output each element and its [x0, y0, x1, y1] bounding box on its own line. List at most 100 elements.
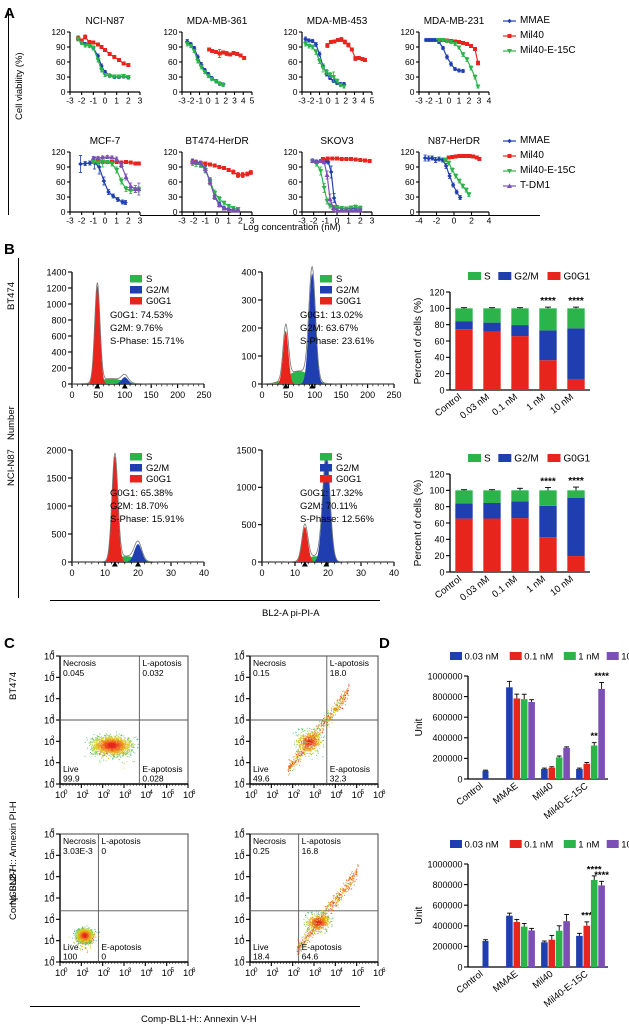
svg-text:30: 30	[56, 192, 66, 202]
svg-text:30: 30	[356, 568, 366, 578]
svg-text:3: 3	[128, 789, 132, 796]
svg-text:G2/M: G2/M	[514, 272, 538, 283]
panel-d-bar-chart-1: 0.03 nM0.1 nM1 nM10 nM100000080000060000…	[410, 650, 629, 830]
svg-text:G0G1: G0G1	[336, 474, 361, 485]
svg-text:G2/M: G2/M	[336, 285, 359, 296]
svg-text:18.0: 18.0	[330, 668, 347, 678]
panel-a-legend-item-mmae: MMAE	[503, 133, 576, 148]
svg-text:10: 10	[352, 790, 363, 801]
svg-text:10: 10	[234, 716, 245, 727]
svg-text:3: 3	[51, 892, 55, 899]
svg-text:600: 600	[51, 331, 66, 341]
svg-text:0: 0	[69, 390, 74, 400]
svg-text:S-Phase: 12.56%: S-Phase: 12.56%	[300, 514, 374, 525]
svg-text:1 nM: 1 nM	[524, 574, 547, 596]
svg-text:3: 3	[318, 789, 322, 796]
svg-text:2: 2	[343, 96, 348, 106]
svg-text:0: 0	[259, 390, 264, 400]
svg-text:-3: -3	[66, 96, 74, 106]
svg-text:0: 0	[61, 87, 66, 97]
svg-text:G0G1: G0G1	[564, 454, 591, 465]
svg-text:80: 80	[434, 502, 444, 512]
svg-text:10: 10	[183, 968, 194, 979]
svg-text:30: 30	[288, 192, 298, 202]
svg-text:Live: Live	[63, 764, 79, 774]
panel-c-xaxis-rule	[30, 1006, 360, 1007]
panel-a-left-rule	[8, 10, 9, 215]
svg-text:1: 1	[241, 756, 245, 763]
svg-text:1: 1	[114, 216, 119, 226]
svg-text:3: 3	[138, 96, 143, 106]
svg-text:1: 1	[215, 96, 220, 106]
svg-text:0: 0	[254, 789, 258, 796]
svg-text:6: 6	[51, 828, 55, 835]
svg-text:2: 2	[241, 735, 245, 742]
svg-text:10: 10	[44, 716, 55, 727]
svg-text:5: 5	[51, 849, 55, 856]
svg-text:6: 6	[241, 650, 245, 657]
svg-text:G0G1: G0G1	[146, 474, 171, 485]
svg-text:10: 10	[234, 780, 245, 791]
svg-text:0: 0	[103, 96, 108, 106]
svg-text:100: 100	[429, 304, 444, 314]
svg-text:S-Phase: 23.61%: S-Phase: 23.61%	[300, 336, 374, 347]
svg-text:200: 200	[360, 390, 375, 400]
svg-text:10: 10	[234, 673, 245, 684]
svg-text:G0G1: 74.53%: G0G1: 74.53%	[110, 310, 173, 321]
svg-text:G2/M: G2/M	[146, 463, 169, 474]
svg-text:1: 1	[335, 96, 340, 106]
svg-text:10: 10	[330, 790, 341, 801]
svg-text:0: 0	[51, 778, 55, 785]
svg-text:Necrosis: Necrosis	[253, 658, 286, 668]
svg-text:Live: Live	[253, 764, 269, 774]
svg-text:30: 30	[168, 192, 178, 202]
svg-text:-3: -3	[298, 216, 306, 226]
panel-b-left-rule	[18, 258, 19, 598]
svg-text:2: 2	[51, 913, 55, 920]
panel-a-xlabel: Log concentration (nM)	[243, 222, 341, 233]
svg-text:MDA-MB-453: MDA-MB-453	[307, 16, 368, 27]
svg-text:0: 0	[61, 379, 66, 389]
svg-text:-1: -1	[202, 216, 210, 226]
svg-text:10: 10	[44, 780, 55, 791]
svg-text:100: 100	[307, 390, 322, 400]
svg-text:G0G1: 17.32%: G0G1: 17.32%	[300, 488, 363, 499]
svg-text:10: 10	[44, 830, 55, 841]
svg-text:1000: 1000	[46, 501, 66, 511]
svg-text:S: S	[336, 274, 342, 285]
panel-a-legend-item-mil40-e-15c: Mil40-E-15C	[503, 163, 576, 178]
svg-text:10: 10	[309, 790, 320, 801]
legend-label: Mil40	[520, 30, 544, 41]
svg-text:120: 120	[163, 27, 177, 37]
svg-text:1: 1	[346, 216, 351, 226]
svg-text:90: 90	[405, 42, 415, 52]
svg-text:MDA-MB-231: MDA-MB-231	[424, 16, 485, 27]
svg-text:3: 3	[250, 216, 255, 226]
svg-text:4: 4	[361, 96, 366, 106]
svg-text:-1: -1	[322, 216, 330, 226]
svg-text:L-apotosis: L-apotosis	[142, 658, 181, 668]
svg-text:0: 0	[173, 87, 178, 97]
svg-text:SKOV3: SKOV3	[320, 136, 354, 147]
svg-text:200: 200	[51, 363, 66, 373]
svg-text:0: 0	[326, 96, 331, 106]
svg-text:250: 250	[196, 390, 211, 400]
svg-text:4: 4	[51, 692, 55, 699]
svg-text:0.1 nM: 0.1 nM	[490, 574, 520, 601]
svg-text:300: 300	[241, 295, 256, 305]
svg-text:50: 50	[93, 390, 103, 400]
svg-text:20: 20	[133, 568, 143, 578]
svg-text:10: 10	[44, 936, 55, 947]
svg-text:0.1 nM: 0.1 nM	[490, 392, 520, 419]
svg-text:G0G1: G0G1	[146, 296, 171, 307]
svg-text:3: 3	[138, 216, 143, 226]
svg-text:30: 30	[288, 72, 298, 82]
svg-text:0: 0	[51, 956, 55, 963]
svg-text:-2: -2	[78, 216, 86, 226]
svg-text:G2/M: G2/M	[146, 285, 169, 296]
svg-text:S-Phase: 15.91%: S-Phase: 15.91%	[110, 514, 184, 525]
svg-text:3: 3	[477, 96, 482, 106]
svg-text:10: 10	[44, 673, 55, 684]
svg-text:2: 2	[107, 967, 111, 974]
svg-text:G2/M: G2/M	[336, 463, 359, 474]
